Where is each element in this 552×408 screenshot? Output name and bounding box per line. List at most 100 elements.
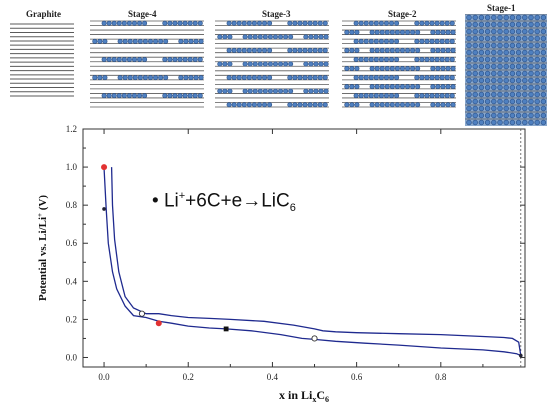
li-ion-icon	[384, 29, 390, 35]
li-ion-icon	[378, 20, 384, 26]
plot-frame	[82, 128, 526, 368]
li-ion-icon	[478, 56, 485, 63]
li-ion-icon	[353, 75, 359, 81]
li-ion-icon	[142, 75, 148, 81]
li-ion-icon	[509, 119, 516, 126]
li-ion-icon	[379, 66, 385, 72]
li-ion-icon	[231, 102, 237, 108]
li-ion-icon	[484, 91, 491, 98]
li-ion-icon	[378, 75, 384, 81]
li-ion-icon	[313, 88, 319, 94]
li-ion-icon	[389, 93, 395, 99]
li-ion-icon	[358, 93, 364, 99]
li-ion-icon	[522, 49, 528, 56]
li-ion-icon	[466, 77, 472, 84]
li-ion-icon	[101, 56, 107, 62]
li-ion-icon	[429, 93, 435, 99]
li-ion-icon	[394, 56, 400, 62]
li-ion-icon	[497, 63, 503, 70]
li-ion-icon	[187, 20, 193, 26]
li-ion-icon	[466, 119, 472, 126]
li-ion-icon	[491, 42, 497, 49]
li-ion-icon	[444, 38, 450, 44]
li-ion-icon	[466, 28, 472, 35]
li-ion-icon	[226, 20, 232, 26]
li-ion-icon	[522, 28, 528, 35]
open-point-marker	[311, 335, 318, 342]
li-ion-icon	[430, 66, 436, 72]
li-ion-icon	[106, 93, 112, 99]
li-ion-icon	[323, 34, 329, 40]
li-ion-icon	[241, 102, 247, 108]
li-ion-icon	[287, 102, 293, 108]
li-ion-icon	[522, 56, 528, 63]
li-ion-icon	[534, 84, 540, 91]
li-ion-icon	[308, 34, 314, 40]
li-ion-icon	[528, 56, 534, 63]
li-ion-icon	[435, 102, 441, 108]
li-ion-icon	[435, 29, 441, 35]
li-ion-icon	[445, 66, 451, 72]
li-ion-icon	[287, 20, 293, 26]
li-ion-icon	[515, 63, 522, 70]
li-ion-icon	[272, 88, 278, 94]
li-ion-icon	[472, 42, 478, 49]
li-ion-icon	[414, 56, 420, 62]
li-ion-icon	[198, 38, 204, 44]
li-ion-icon	[534, 21, 540, 28]
li-ion-icon	[435, 84, 441, 90]
li-ion-icon	[478, 119, 485, 126]
li-ion-icon	[434, 20, 440, 26]
li-ion-icon	[312, 75, 318, 81]
li-ion-icon	[497, 91, 503, 98]
x-tick-label: 0.4	[267, 372, 279, 382]
li-ion-icon	[491, 77, 497, 84]
li-ion-icon	[256, 20, 262, 26]
li-ion-icon	[111, 20, 117, 26]
li-ion-icon	[472, 35, 478, 42]
li-ion-icon	[353, 38, 359, 44]
li-ion-icon	[117, 75, 123, 81]
li-ion-icon	[445, 84, 451, 90]
li-ion-icon	[101, 20, 107, 26]
li-ion-icon	[111, 56, 117, 62]
li-ion-icon	[509, 49, 516, 56]
li-ion-icon	[241, 20, 247, 26]
li-ion-icon	[429, 20, 435, 26]
li-ion-icon	[322, 47, 328, 53]
li-ion-icon	[484, 42, 491, 49]
li-ion-icon	[292, 102, 298, 108]
li-ion-icon	[522, 84, 528, 91]
li-ion-icon	[424, 75, 430, 81]
li-ion-icon	[497, 77, 503, 84]
li-ion-icon	[528, 35, 534, 42]
li-ion-icon	[358, 20, 364, 26]
li-ion-icon	[122, 75, 128, 81]
li-ion-icon	[292, 20, 298, 26]
li-ion-icon	[509, 56, 516, 63]
li-ion-icon	[491, 63, 497, 70]
li-ion-icon	[497, 42, 503, 49]
li-ion-icon	[430, 84, 436, 90]
li-ion-icon	[236, 20, 242, 26]
li-ion-icon	[369, 66, 375, 72]
li-ion-icon	[419, 56, 425, 62]
li-ion-icon	[373, 75, 379, 81]
li-ion-icon	[405, 84, 411, 90]
li-ion-icon	[444, 56, 450, 62]
li-ion-icon	[222, 61, 228, 67]
li-ion-icon	[491, 28, 497, 35]
li-ion-icon	[363, 75, 369, 81]
li-ion-icon	[247, 61, 253, 67]
li-ion-icon	[172, 56, 178, 62]
li-ion-icon	[389, 47, 395, 53]
li-ion-icon	[522, 63, 528, 70]
li-ion-icon	[528, 70, 534, 77]
li-ion-icon	[414, 93, 420, 99]
li-ion-icon	[188, 75, 194, 81]
li-ion-icon	[415, 102, 421, 108]
li-ion-icon	[478, 98, 485, 105]
li-ion-icon	[466, 14, 472, 21]
li-ion-icon	[252, 34, 258, 40]
li-ion-icon	[394, 20, 400, 26]
